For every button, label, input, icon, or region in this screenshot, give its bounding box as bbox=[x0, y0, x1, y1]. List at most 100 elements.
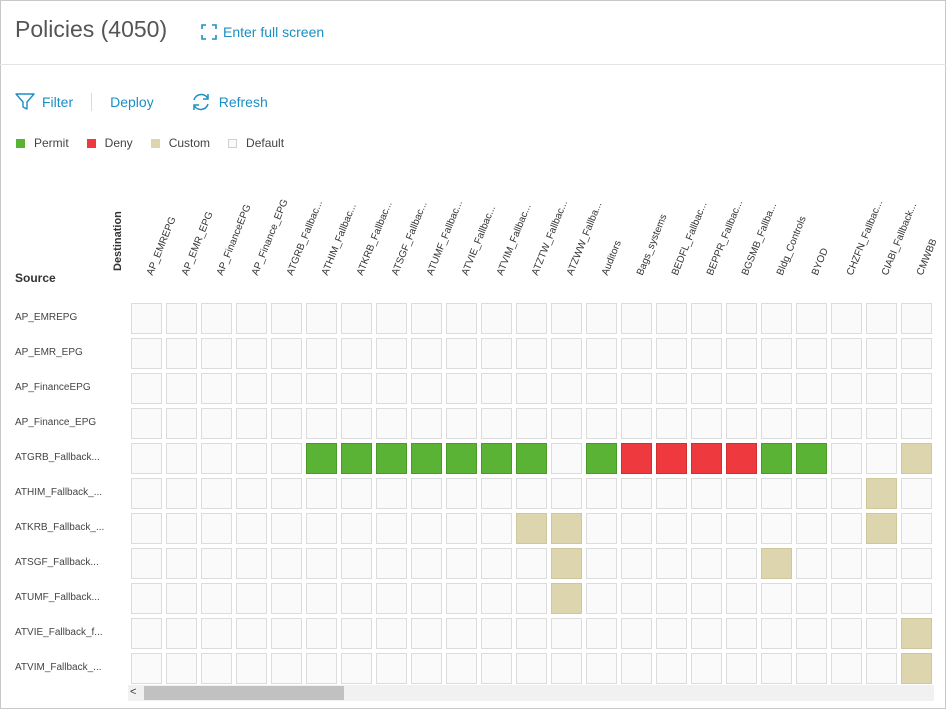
policy-cell-default[interactable] bbox=[691, 618, 722, 649]
policy-cell-custom[interactable] bbox=[551, 513, 582, 544]
policy-cell-permit[interactable] bbox=[516, 443, 547, 474]
refresh-button[interactable]: Refresh bbox=[190, 91, 268, 113]
policy-cell-default[interactable] bbox=[586, 478, 617, 509]
policy-cell-default[interactable] bbox=[831, 408, 862, 439]
policy-cell-default[interactable] bbox=[376, 373, 407, 404]
policy-cell-default[interactable] bbox=[726, 478, 757, 509]
policy-cell-default[interactable] bbox=[551, 303, 582, 334]
policy-cell-default[interactable] bbox=[411, 618, 442, 649]
policy-cell-default[interactable] bbox=[901, 303, 932, 334]
policy-cell-default[interactable] bbox=[131, 338, 162, 369]
policy-cell-default[interactable] bbox=[131, 303, 162, 334]
policy-cell-default[interactable] bbox=[306, 618, 337, 649]
policy-cell-deny[interactable] bbox=[656, 443, 687, 474]
policy-cell-default[interactable] bbox=[376, 583, 407, 614]
policy-cell-default[interactable] bbox=[236, 303, 267, 334]
policy-cell-default[interactable] bbox=[586, 408, 617, 439]
policy-cell-default[interactable] bbox=[796, 548, 827, 579]
policy-cell-default[interactable] bbox=[621, 618, 652, 649]
policy-cell-default[interactable] bbox=[341, 548, 372, 579]
policy-cell-default[interactable] bbox=[411, 408, 442, 439]
policy-cell-default[interactable] bbox=[131, 548, 162, 579]
policy-cell-default[interactable] bbox=[586, 338, 617, 369]
policy-cell-default[interactable] bbox=[376, 618, 407, 649]
policy-cell-permit[interactable] bbox=[586, 443, 617, 474]
policy-cell-default[interactable] bbox=[866, 548, 897, 579]
policy-cell-default[interactable] bbox=[726, 513, 757, 544]
policy-cell-default[interactable] bbox=[901, 583, 932, 614]
policy-cell-default[interactable] bbox=[341, 583, 372, 614]
policy-cell-default[interactable] bbox=[201, 338, 232, 369]
policy-cell-default[interactable] bbox=[201, 618, 232, 649]
policy-cell-default[interactable] bbox=[236, 443, 267, 474]
policy-cell-default[interactable] bbox=[481, 583, 512, 614]
policy-cell-default[interactable] bbox=[586, 583, 617, 614]
policy-cell-default[interactable] bbox=[516, 373, 547, 404]
policy-cell-default[interactable] bbox=[411, 373, 442, 404]
policy-cell-permit[interactable] bbox=[481, 443, 512, 474]
policy-cell-default[interactable] bbox=[656, 373, 687, 404]
policy-cell-default[interactable] bbox=[271, 478, 302, 509]
policy-cell-custom[interactable] bbox=[761, 548, 792, 579]
policy-cell-default[interactable] bbox=[376, 303, 407, 334]
policy-cell-permit[interactable] bbox=[761, 443, 792, 474]
policy-cell-default[interactable] bbox=[621, 513, 652, 544]
policy-cell-default[interactable] bbox=[691, 338, 722, 369]
policy-cell-default[interactable] bbox=[866, 443, 897, 474]
policy-cell-default[interactable] bbox=[586, 513, 617, 544]
policy-cell-default[interactable] bbox=[446, 408, 477, 439]
policy-cell-default[interactable] bbox=[761, 478, 792, 509]
policy-cell-default[interactable] bbox=[376, 338, 407, 369]
policy-cell-default[interactable] bbox=[761, 408, 792, 439]
policy-cell-default[interactable] bbox=[691, 478, 722, 509]
policy-cell-default[interactable] bbox=[201, 513, 232, 544]
policy-cell-default[interactable] bbox=[481, 338, 512, 369]
policy-cell-default[interactable] bbox=[796, 513, 827, 544]
policy-cell-permit[interactable] bbox=[376, 443, 407, 474]
policy-cell-default[interactable] bbox=[446, 303, 477, 334]
scrollbar-thumb[interactable] bbox=[144, 686, 344, 700]
policy-cell-default[interactable] bbox=[656, 408, 687, 439]
policy-cell-default[interactable] bbox=[831, 618, 862, 649]
policy-cell-default[interactable] bbox=[306, 653, 337, 684]
policy-cell-default[interactable] bbox=[131, 513, 162, 544]
policy-cell-default[interactable] bbox=[446, 338, 477, 369]
policy-cell-custom[interactable] bbox=[551, 548, 582, 579]
policy-cell-default[interactable] bbox=[271, 303, 302, 334]
policy-cell-default[interactable] bbox=[236, 513, 267, 544]
policy-cell-default[interactable] bbox=[341, 303, 372, 334]
policy-cell-default[interactable] bbox=[131, 618, 162, 649]
policy-cell-default[interactable] bbox=[726, 583, 757, 614]
policy-cell-default[interactable] bbox=[481, 653, 512, 684]
policy-cell-default[interactable] bbox=[201, 478, 232, 509]
policy-cell-default[interactable] bbox=[901, 373, 932, 404]
policy-cell-default[interactable] bbox=[761, 583, 792, 614]
policy-cell-default[interactable] bbox=[446, 618, 477, 649]
policy-cell-default[interactable] bbox=[621, 303, 652, 334]
policy-cell-default[interactable] bbox=[306, 338, 337, 369]
policy-cell-default[interactable] bbox=[131, 373, 162, 404]
policy-cell-default[interactable] bbox=[341, 478, 372, 509]
policy-cell-default[interactable] bbox=[376, 478, 407, 509]
policy-cell-default[interactable] bbox=[656, 583, 687, 614]
policy-cell-default[interactable] bbox=[551, 408, 582, 439]
policy-cell-default[interactable] bbox=[166, 478, 197, 509]
policy-cell-default[interactable] bbox=[726, 303, 757, 334]
policy-cell-permit[interactable] bbox=[446, 443, 477, 474]
policy-cell-default[interactable] bbox=[166, 583, 197, 614]
policy-cell-default[interactable] bbox=[201, 653, 232, 684]
policy-cell-default[interactable] bbox=[201, 443, 232, 474]
policy-cell-default[interactable] bbox=[481, 373, 512, 404]
policy-cell-default[interactable] bbox=[621, 408, 652, 439]
policy-cell-default[interactable] bbox=[656, 548, 687, 579]
policy-cell-default[interactable] bbox=[201, 583, 232, 614]
policy-cell-default[interactable] bbox=[131, 653, 162, 684]
policy-cell-default[interactable] bbox=[866, 408, 897, 439]
policy-cell-default[interactable] bbox=[726, 373, 757, 404]
policy-cell-default[interactable] bbox=[166, 618, 197, 649]
policy-cell-default[interactable] bbox=[341, 373, 372, 404]
policy-cell-default[interactable] bbox=[691, 548, 722, 579]
policy-cell-default[interactable] bbox=[411, 548, 442, 579]
policy-cell-default[interactable] bbox=[481, 408, 512, 439]
horizontal-scrollbar[interactable]: < bbox=[128, 685, 934, 701]
